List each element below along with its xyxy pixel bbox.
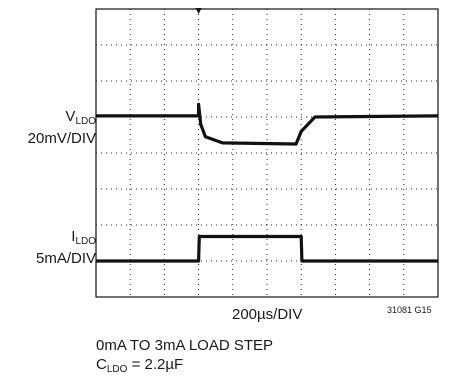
current-label-sub: LDO [75,236,96,247]
voltage-channel-label: VLDO 20mV/DIV [28,108,96,147]
voltage-trace [96,102,439,146]
caption-line-1: 0mA TO 3mA LOAD STEP [96,337,274,354]
current-label-base: I [71,228,76,245]
current-channel-label: ILDO 5mA/DIV [36,228,96,267]
caption-cap-sub: LDO [106,364,128,375]
caption-line-2: CLDO = 2.2µF [96,355,273,379]
traces [96,102,439,263]
voltage-label-sub: LDO [75,116,96,127]
trigger-marker [195,8,202,14]
voltage-label-base: V [65,108,76,125]
figure-id: 31081 G15 [387,305,432,315]
voltage-scale: 20mV/DIV [27,130,96,147]
caption-cap-value: = 2.2µF [127,356,184,373]
current-scale: 5mA/DIV [35,250,96,267]
caption: 0mA TO 3mA LOAD STEP CLDO = 2.2µF [96,336,273,379]
current-trace [96,234,438,263]
caption-cap-base: C [96,356,107,373]
timebase-label: 200µs/DIV [232,306,303,323]
